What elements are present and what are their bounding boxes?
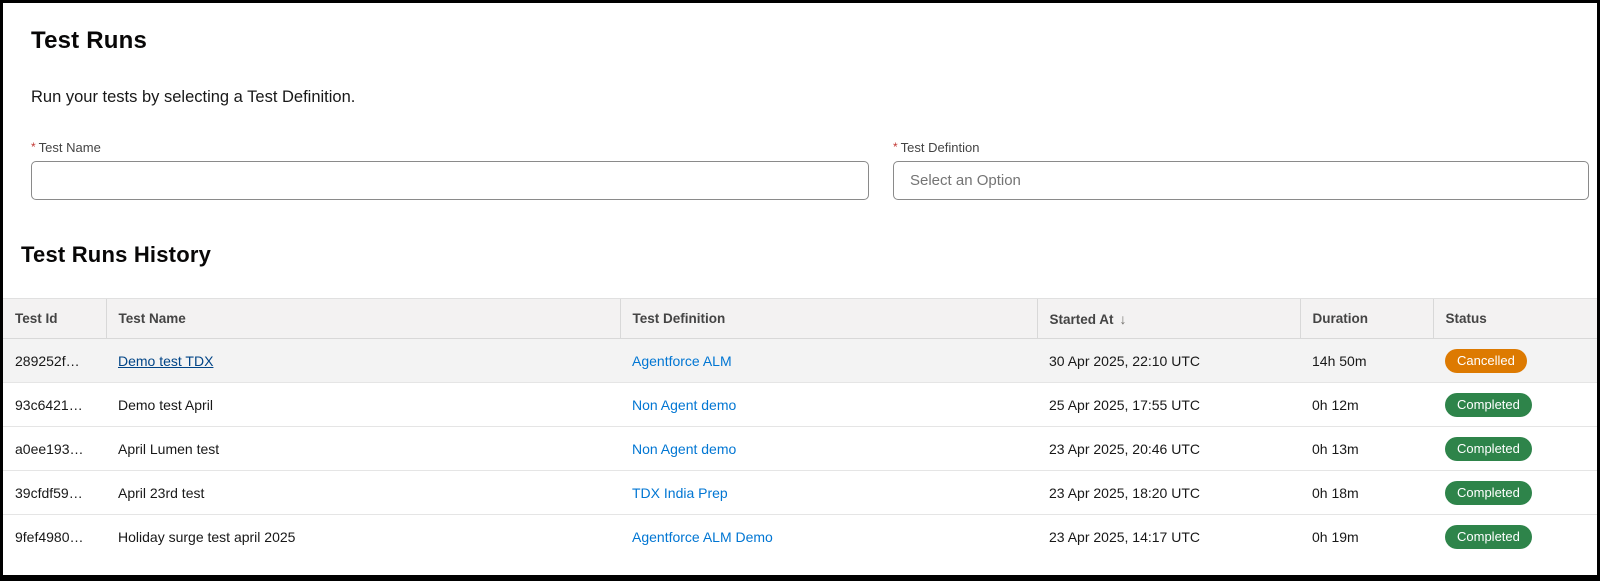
test-definition-link[interactable]: TDX India Prep: [632, 484, 728, 501]
table-row: 93c6421… Demo test April Non Agent demo …: [3, 382, 1597, 427]
required-asterisk: *: [31, 140, 36, 154]
test-id-cell: 289252f…: [3, 338, 106, 383]
status-badge: Completed: [1445, 392, 1532, 417]
test-definition-link[interactable]: Agentforce ALM Demo: [632, 528, 773, 545]
test-id-cell: 39cfdf59…: [3, 470, 106, 515]
test-name-input[interactable]: [31, 161, 869, 200]
test-definition-label: * Test Defintion: [893, 140, 1589, 155]
test-definition-label-text: Test Defintion: [900, 140, 980, 155]
column-header-started-at-label: Started At: [1049, 311, 1114, 327]
duration-cell: 14h 50m: [1300, 338, 1433, 383]
status-badge: Cancelled: [1445, 348, 1527, 373]
required-asterisk: *: [893, 140, 898, 154]
table-row: 39cfdf59… April 23rd test TDX India Prep…: [3, 470, 1597, 515]
test-id-cell: 9fef4980…: [15, 528, 84, 545]
sort-descending-icon: ↓: [1119, 310, 1127, 327]
test-name-link[interactable]: Demo test TDX: [118, 352, 214, 369]
started-at-cell: 30 Apr 2025, 22:10 UTC: [1037, 338, 1300, 383]
test-definition-select[interactable]: Select an Option: [893, 161, 1589, 200]
column-header-duration[interactable]: Duration: [1299, 298, 1433, 339]
test-name-field: * Test Name: [31, 140, 869, 200]
column-header-status[interactable]: Status: [1432, 298, 1597, 339]
test-name-cell: April Lumen test: [106, 426, 620, 471]
page-title: Test Runs: [31, 27, 148, 54]
test-id-cell: a0ee193…: [3, 426, 106, 471]
started-at-cell: 23 Apr 2025, 14:17 UTC: [1049, 528, 1200, 545]
history-title: Test Runs History: [21, 242, 212, 267]
duration-cell: 0h 13m: [1300, 426, 1433, 471]
test-name-cell: Holiday surge test april 2025: [118, 528, 296, 545]
test-name-label: * Test Name: [31, 140, 869, 155]
test-name-cell: April 23rd test: [106, 470, 620, 515]
column-header-test-id[interactable]: Test Id: [3, 298, 106, 339]
test-definition-link[interactable]: Non Agent demo: [632, 440, 737, 457]
test-run-form: * Test Name * Test Defintion Select an Opt…: [31, 140, 1589, 200]
test-definition-link[interactable]: Non Agent demo: [632, 396, 737, 413]
column-header-test-definition[interactable]: Test Definition: [619, 298, 1037, 339]
table-row: a0ee193… April Lumen test Non Agent demo…: [3, 426, 1597, 471]
started-at-cell: 25 Apr 2025, 17:55 UTC: [1037, 382, 1300, 427]
duration-cell: 0h 19m: [1312, 528, 1359, 545]
duration-cell: 0h 12m: [1300, 382, 1433, 427]
started-at-cell: 23 Apr 2025, 18:20 UTC: [1037, 470, 1300, 515]
status-badge: Completed: [1445, 524, 1532, 549]
test-definition-field: * Test Defintion Select an Option: [893, 140, 1589, 200]
test-id-cell: 93c6421…: [3, 382, 106, 427]
status-badge: Completed: [1445, 436, 1532, 461]
table-row: 289252f… Demo test TDX Agentforce ALM 30…: [3, 338, 1597, 383]
test-runs-section: Test Runs Run your tests by selecting a …: [3, 3, 1597, 200]
test-name-label-text: Test Name: [38, 140, 101, 155]
test-definition-link[interactable]: Agentforce ALM: [632, 352, 732, 369]
column-header-test-name[interactable]: Test Name: [105, 298, 620, 339]
table-header-row: Test Id Test Name Test Definition Starte…: [3, 298, 1597, 339]
duration-cell: 0h 18m: [1300, 470, 1433, 515]
column-header-started-at[interactable]: Started At ↓: [1036, 298, 1300, 339]
test-runs-history-table: Test Id Test Name Test Definition Starte…: [3, 298, 1597, 559]
test-name-cell: Demo test April: [106, 382, 620, 427]
started-at-cell: 23 Apr 2025, 20:46 UTC: [1037, 426, 1300, 471]
page-subtitle: Run your tests by selecting a Test Defin…: [31, 88, 356, 106]
status-badge: Completed: [1445, 480, 1532, 505]
table-row: 9fef4980… Holiday surge test april 2025 …: [3, 515, 1597, 559]
test-definition-placeholder: Select an Option: [910, 172, 1021, 189]
